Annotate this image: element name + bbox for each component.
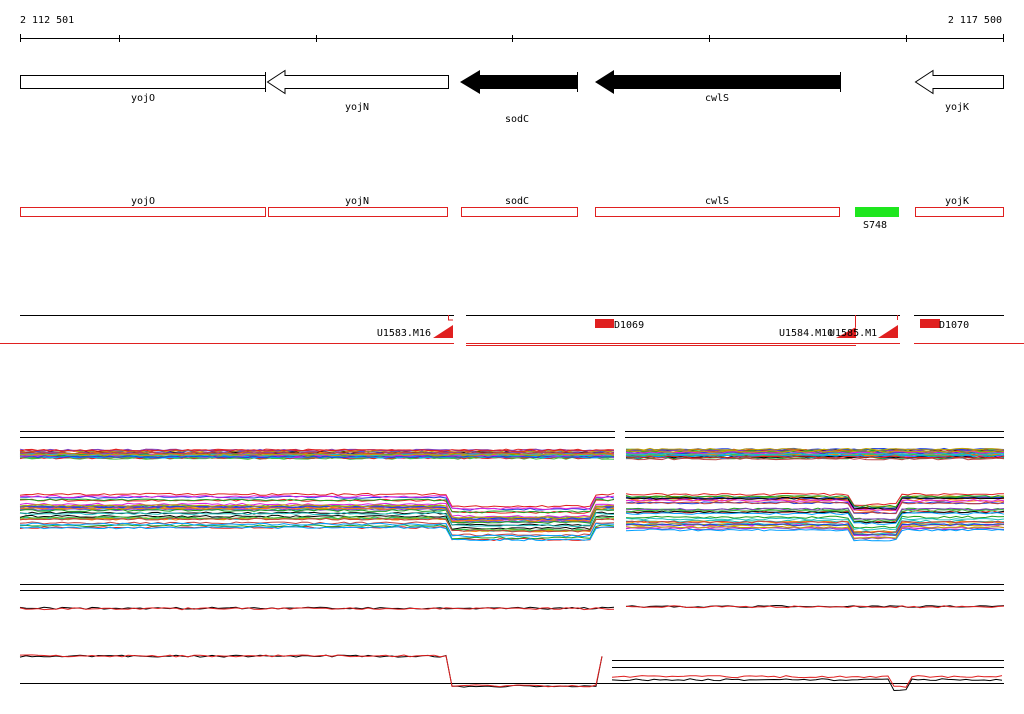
trace bbox=[19, 448, 615, 452]
trace bbox=[19, 453, 615, 457]
ruler-start: 2 112 501 bbox=[20, 15, 74, 26]
gene-arrow bbox=[266, 69, 449, 95]
annotation-label: yojN bbox=[345, 196, 369, 207]
trace bbox=[611, 675, 1003, 688]
trace bbox=[19, 506, 615, 522]
trace bbox=[625, 520, 1005, 534]
trace bbox=[625, 452, 1004, 456]
probe-label: U1584.M10 bbox=[779, 328, 833, 339]
trace bbox=[625, 517, 1005, 531]
trace bbox=[19, 494, 615, 510]
trace bbox=[625, 528, 1005, 542]
trace bbox=[625, 455, 1005, 459]
gene-label: yojN bbox=[345, 102, 369, 113]
trace bbox=[19, 504, 615, 519]
probe-bracket bbox=[448, 315, 453, 321]
gene-arrow bbox=[595, 70, 840, 94]
trace bbox=[625, 509, 1005, 522]
expression-traces bbox=[19, 447, 1005, 692]
probe-label: D1070 bbox=[939, 320, 969, 331]
trace bbox=[625, 454, 1004, 458]
annotation-box bbox=[461, 207, 578, 217]
trace bbox=[625, 447, 1005, 451]
annotation-label: yojK bbox=[945, 196, 969, 207]
annotation-box bbox=[268, 207, 448, 217]
trace bbox=[19, 517, 615, 533]
trace bbox=[625, 527, 1005, 540]
trace bbox=[19, 654, 603, 688]
annotation-label: sodC bbox=[505, 196, 529, 207]
trace bbox=[625, 507, 1005, 521]
gene-label: yojK bbox=[945, 102, 969, 113]
annotation-label: S748 bbox=[863, 220, 887, 231]
trace bbox=[19, 505, 615, 521]
trace bbox=[625, 515, 1005, 529]
probe-triangle bbox=[836, 327, 856, 338]
probe-box bbox=[595, 319, 614, 328]
annotation-box bbox=[595, 207, 840, 217]
trace bbox=[19, 495, 615, 511]
probe-box bbox=[920, 319, 940, 328]
trace bbox=[625, 501, 1005, 515]
annotation-box bbox=[915, 207, 1004, 217]
trace bbox=[625, 512, 1005, 525]
trace bbox=[611, 678, 1003, 692]
trace bbox=[19, 522, 615, 538]
trace bbox=[625, 457, 1005, 461]
gene-arrow bbox=[914, 69, 1004, 95]
gene-label: yojO bbox=[131, 93, 155, 104]
ruler-end: 2 117 500 bbox=[948, 15, 1002, 26]
annotation-track bbox=[20, 207, 1004, 217]
annotation-label: yojO bbox=[131, 196, 155, 207]
gene-label: cwlS bbox=[705, 93, 729, 104]
trace bbox=[625, 510, 1005, 524]
trace bbox=[625, 498, 1005, 512]
trace bbox=[19, 508, 614, 524]
trace bbox=[19, 498, 615, 514]
trace bbox=[625, 605, 1005, 609]
probe-label: D1069 bbox=[614, 320, 644, 331]
trace bbox=[20, 508, 615, 524]
gene-track: yojO yojN sodC cwlS yojK bbox=[20, 69, 1004, 125]
annotation-label: cwlS bbox=[705, 196, 729, 207]
trace bbox=[625, 525, 1005, 539]
probe-label: U1585.M1 bbox=[829, 328, 877, 339]
trace bbox=[625, 494, 1005, 508]
trace bbox=[625, 496, 1005, 510]
ruler-axis bbox=[20, 34, 1004, 42]
gene-label: sodC bbox=[505, 114, 529, 125]
probe-triangle bbox=[433, 325, 453, 338]
panel-frames bbox=[20, 431, 1004, 684]
trace bbox=[19, 492, 615, 508]
trace bbox=[19, 512, 615, 528]
trace bbox=[625, 492, 1004, 506]
trace bbox=[625, 523, 1005, 536]
probe-track: U1583.M16 D1069 U1584.M10 U1585.M1 D1070 bbox=[0, 312, 1024, 348]
trace bbox=[19, 502, 615, 518]
trace bbox=[19, 607, 615, 611]
probe-label: U1583.M16 bbox=[377, 328, 431, 339]
track-gap bbox=[454, 312, 466, 348]
trace bbox=[19, 526, 615, 542]
gene-arrow bbox=[460, 70, 578, 94]
track-gap bbox=[900, 312, 914, 348]
annotation-box bbox=[855, 207, 899, 217]
probe-triangle bbox=[878, 325, 898, 338]
gene-box bbox=[20, 75, 266, 89]
trace bbox=[19, 516, 615, 532]
annotation-box bbox=[20, 207, 266, 217]
trace bbox=[625, 495, 1005, 508]
trace bbox=[625, 449, 1005, 453]
trace bbox=[19, 524, 615, 540]
trace bbox=[19, 521, 615, 537]
